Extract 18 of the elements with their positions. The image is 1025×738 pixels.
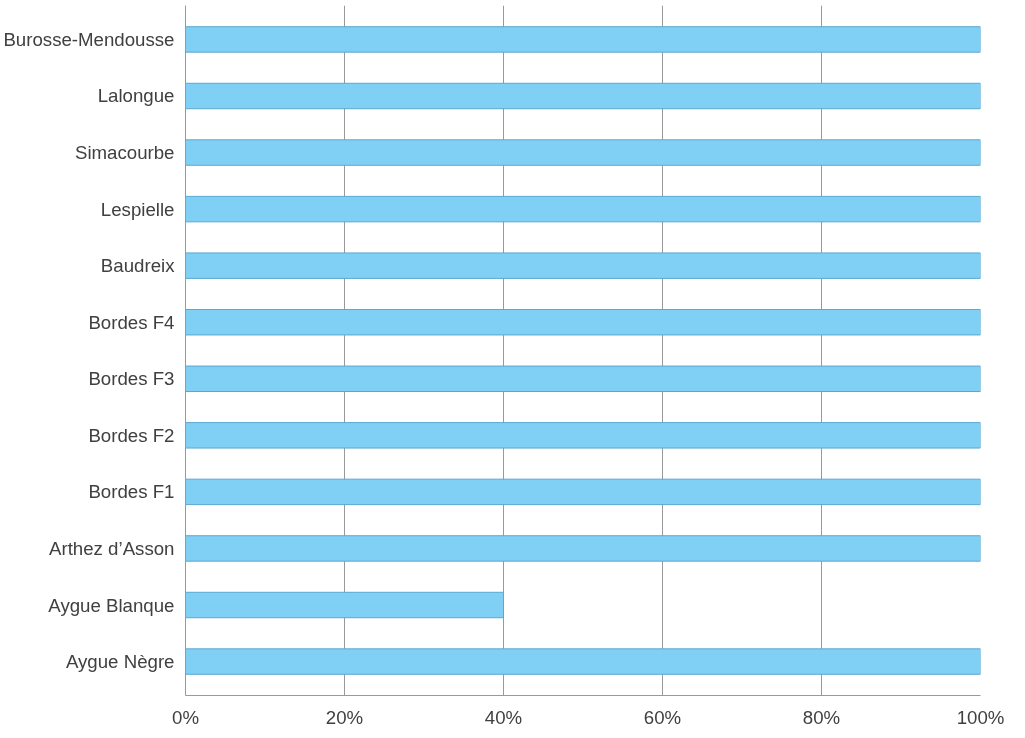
y-tick-label: Lespielle xyxy=(100,198,175,220)
y-tick-label: Bordes F3 xyxy=(88,368,175,390)
y-tick-label: Arthez d’Asson xyxy=(49,537,175,559)
x-tick-label: 80% xyxy=(802,706,841,728)
x-tick-label: 20% xyxy=(325,706,364,728)
y-tick-label: Lalongue xyxy=(97,85,175,107)
y-tick-label: Baudreix xyxy=(100,255,176,277)
y-tick-label: Aygue Blanque xyxy=(48,594,175,616)
y-tick-label: Aygue Nègre xyxy=(65,651,175,673)
x-tick-label: 100% xyxy=(956,706,1005,728)
x-tick-label: 40% xyxy=(484,706,523,728)
y-tick-label: Simacourbe xyxy=(74,142,175,164)
x-tick-label: 60% xyxy=(643,706,682,728)
y-tick-label: Burosse-Mendousse xyxy=(3,28,175,50)
y-tick-label: Bordes F1 xyxy=(88,481,175,503)
y-tick-label: Bordes F4 xyxy=(88,311,175,333)
x-tick-label: 0% xyxy=(172,706,199,728)
y-tick-label: Bordes F2 xyxy=(88,424,175,446)
